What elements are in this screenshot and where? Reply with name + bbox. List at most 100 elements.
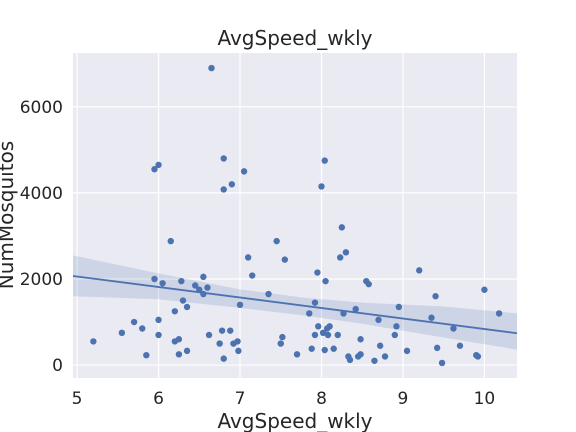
x-tick-labels: 5 6 7 8 9 10 bbox=[72, 389, 496, 409]
data-point bbox=[326, 323, 333, 330]
data-point bbox=[456, 342, 464, 349]
data-point bbox=[371, 357, 378, 364]
x-tick-label: 5 bbox=[72, 389, 83, 409]
data-point bbox=[330, 345, 337, 352]
data-point bbox=[314, 269, 321, 276]
data-point bbox=[216, 340, 223, 347]
regression-line-group bbox=[72, 275, 518, 335]
data-point bbox=[495, 310, 503, 317]
data-point bbox=[352, 305, 359, 313]
y-axis-label: NumMosquitos bbox=[0, 141, 18, 289]
data-point bbox=[321, 346, 328, 354]
data-point bbox=[200, 290, 207, 298]
data-point bbox=[171, 308, 179, 315]
x-tick-label: 7 bbox=[235, 389, 246, 409]
data-point bbox=[208, 64, 215, 72]
data-point bbox=[395, 303, 403, 311]
data-point bbox=[324, 331, 332, 339]
data-point bbox=[376, 342, 384, 349]
data-point bbox=[403, 347, 411, 355]
data-point bbox=[322, 277, 329, 285]
data-point bbox=[432, 293, 439, 300]
data-point bbox=[167, 237, 174, 245]
data-point bbox=[236, 301, 244, 309]
data-point bbox=[227, 327, 234, 334]
regression-line bbox=[72, 275, 518, 335]
y-tick-label: 4000 bbox=[20, 184, 63, 204]
data-point bbox=[175, 336, 183, 343]
data-point bbox=[393, 323, 400, 330]
x-axis-label: AvgSpeed_wkly bbox=[217, 409, 372, 432]
data-point bbox=[204, 284, 211, 291]
data-point bbox=[196, 286, 203, 293]
data-point bbox=[155, 316, 162, 324]
data-point bbox=[281, 256, 289, 263]
data-point bbox=[273, 237, 280, 245]
data-point bbox=[151, 275, 158, 283]
data-point bbox=[311, 299, 319, 306]
x-tick-label: 9 bbox=[398, 389, 409, 409]
data-point bbox=[200, 273, 207, 281]
data-point bbox=[293, 351, 301, 358]
data-point bbox=[220, 186, 227, 193]
data-point bbox=[155, 161, 162, 169]
data-point bbox=[220, 155, 227, 162]
data-point bbox=[474, 353, 482, 360]
chart-title: AvgSpeed_wkly bbox=[217, 26, 372, 50]
data-point bbox=[338, 224, 346, 231]
data-point bbox=[375, 316, 382, 324]
data-point bbox=[318, 183, 325, 190]
data-point bbox=[337, 254, 344, 261]
data-point bbox=[321, 157, 328, 164]
data-point bbox=[192, 282, 199, 289]
data-point bbox=[357, 351, 364, 358]
data-point bbox=[306, 310, 313, 317]
data-point bbox=[151, 166, 158, 173]
data-points bbox=[90, 64, 503, 367]
data-point bbox=[143, 351, 150, 359]
data-point bbox=[342, 249, 350, 256]
data-point bbox=[279, 333, 286, 341]
data-point bbox=[118, 329, 126, 337]
data-point bbox=[175, 351, 183, 358]
data-point bbox=[205, 331, 213, 339]
data-point bbox=[244, 254, 252, 261]
x-tick-label: 10 bbox=[474, 389, 496, 409]
data-point bbox=[433, 344, 441, 352]
data-point bbox=[178, 277, 185, 285]
data-point bbox=[130, 318, 138, 326]
y-tick-label: 6000 bbox=[20, 98, 63, 118]
data-point bbox=[90, 338, 97, 345]
confidence-band-group bbox=[73, 255, 517, 350]
data-point bbox=[240, 168, 248, 175]
data-point bbox=[428, 314, 435, 321]
data-point bbox=[179, 297, 187, 304]
data-point bbox=[265, 290, 272, 298]
data-point bbox=[391, 331, 398, 339]
data-point bbox=[334, 331, 341, 339]
data-point bbox=[235, 347, 242, 355]
data-point bbox=[315, 323, 322, 330]
data-point bbox=[159, 280, 166, 287]
data-point bbox=[155, 331, 162, 339]
data-point bbox=[481, 286, 488, 293]
data-point bbox=[249, 272, 256, 279]
data-point bbox=[357, 336, 364, 343]
data-point bbox=[183, 303, 191, 311]
data-point bbox=[139, 325, 146, 332]
x-tick-label: 6 bbox=[153, 389, 164, 409]
data-point bbox=[311, 331, 319, 339]
data-point bbox=[365, 280, 372, 288]
data-point bbox=[220, 355, 227, 362]
data-point bbox=[438, 359, 446, 367]
y-tick-label: 0 bbox=[52, 356, 63, 376]
y-tick-label: 2000 bbox=[20, 270, 63, 290]
data-point bbox=[308, 345, 315, 352]
data-point bbox=[277, 340, 284, 347]
data-point bbox=[183, 347, 191, 355]
confidence-band bbox=[73, 255, 517, 350]
x-tick-label: 8 bbox=[316, 389, 327, 409]
data-point bbox=[218, 327, 226, 334]
data-point bbox=[340, 310, 347, 317]
